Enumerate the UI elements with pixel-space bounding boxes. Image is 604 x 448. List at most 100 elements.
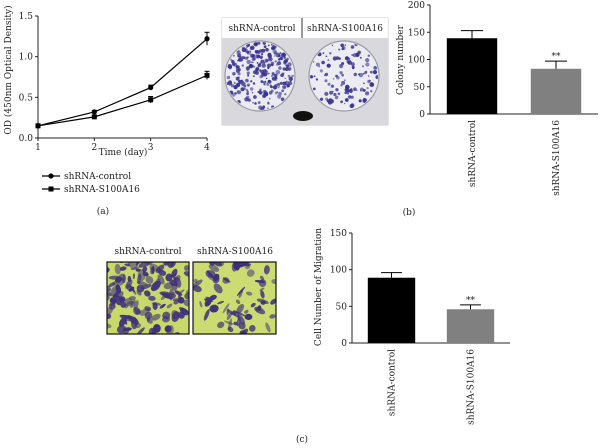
- y-axis-label-c: Cell Number of Migration: [314, 228, 324, 346]
- colony-spot: [344, 98, 349, 102]
- line-chart-marks: [35, 31, 210, 129]
- migrated-cell: [208, 264, 220, 272]
- colony-spot: [344, 91, 348, 95]
- colony-spot: [246, 92, 249, 96]
- series-line-s100a16: [37, 74, 208, 127]
- significance-annotation: **: [552, 52, 562, 62]
- colonies-s100a16: [310, 42, 378, 109]
- x-tick-label: shRNA-control: [388, 349, 398, 416]
- colony-spot: [265, 77, 268, 80]
- colony-spot: [321, 60, 325, 65]
- colony-spot: [278, 91, 282, 96]
- colony-spot: [281, 89, 285, 92]
- colony-spot: [331, 44, 334, 47]
- significance-annotation: **: [466, 296, 476, 306]
- colony-spot: [253, 95, 257, 99]
- colony-spot: [319, 69, 323, 73]
- colony-spot: [255, 67, 259, 72]
- x-tick-label: 2: [91, 143, 97, 153]
- colony-spot: [266, 63, 272, 68]
- colony-spot: [346, 91, 350, 95]
- migrated-cell: [112, 293, 119, 298]
- migrated-cell: [95, 294, 106, 305]
- colony-spot: [284, 77, 286, 80]
- colony-spot: [271, 74, 274, 78]
- colony-spot: [324, 72, 329, 77]
- y-tick-label: 100: [330, 266, 347, 276]
- bar-control: [367, 277, 416, 343]
- migrated-cell: [184, 265, 189, 271]
- colony-spot: [366, 87, 369, 90]
- migration-cells-control: [95, 262, 189, 346]
- y-tick-label: 0: [419, 110, 425, 120]
- colony-spot: [261, 63, 266, 68]
- colony-spot: [258, 91, 263, 95]
- migrated-cell: [157, 274, 165, 285]
- colony-spot: [229, 58, 233, 61]
- colony-spot: [252, 75, 255, 77]
- colony-spot: [275, 70, 281, 75]
- colony-spot: [335, 88, 339, 92]
- photo-label-s100a16-c: shRNA-S100A16: [197, 247, 273, 257]
- legend-item-s100a16: shRNA-S100A16: [42, 185, 140, 195]
- migration-photos: shRNA-control shRNA-S100A16: [95, 247, 277, 346]
- colony-spot: [277, 94, 282, 99]
- colony-spot: [271, 72, 275, 76]
- y-tick-label: 200: [408, 1, 425, 11]
- colony-spot: [340, 100, 343, 104]
- migrated-cell: [193, 279, 203, 288]
- colony-spot: [264, 69, 267, 72]
- colony-spot: [283, 59, 288, 64]
- migrated-cell: [239, 330, 249, 334]
- migrated-cell: [125, 300, 135, 307]
- migrated-cell: [236, 286, 246, 296]
- colony-spot: [351, 54, 353, 56]
- colony-spot: [281, 52, 286, 58]
- photo-label-control-c: shRNA-control: [114, 247, 181, 257]
- migrated-cell: [144, 306, 152, 312]
- migrated-cell: [138, 262, 151, 268]
- colony-spot: [237, 90, 241, 95]
- migrated-cell: [123, 327, 132, 331]
- y-tick-label: 50: [414, 83, 426, 93]
- migrated-cell: [249, 325, 256, 332]
- migrated-cell: [119, 266, 127, 271]
- colony-spot: [278, 58, 281, 61]
- colony-spot: [287, 74, 291, 78]
- colony-spot: [282, 72, 285, 75]
- colony-spot: [287, 67, 292, 71]
- colony-spot: [347, 60, 352, 65]
- colony-spot: [367, 79, 371, 84]
- dish-label-mark: [293, 111, 313, 121]
- photo-label-control-b: shRNA-control: [228, 24, 295, 34]
- migrated-cell: [269, 314, 276, 319]
- migrated-cell: [179, 289, 185, 294]
- migrated-cell: [260, 290, 265, 299]
- y-tick-label: 0.5: [19, 93, 34, 103]
- colony-spot: [253, 57, 256, 61]
- migrated-cell: [126, 284, 133, 292]
- migrated-cell: [144, 290, 151, 297]
- colony-spot: [242, 81, 245, 83]
- colony-spot: [237, 57, 242, 62]
- colony-spot: [274, 79, 277, 82]
- migrated-cell: [166, 303, 173, 309]
- colony-spot: [335, 56, 340, 60]
- migrated-cell: [133, 341, 139, 346]
- x-tick-label: 4: [204, 143, 210, 153]
- colony-spot: [237, 72, 241, 76]
- migrated-cell: [121, 274, 126, 284]
- colony-spot: [240, 87, 245, 92]
- bar-chart-c: 0 50 100 150 shRNA-control shRNA-S100A16 ** Ce…: [296, 228, 510, 445]
- colony-spot: [241, 47, 247, 52]
- colony-spot: [347, 95, 352, 99]
- y-axis-label: OD (450nm Optical Density): [3, 5, 14, 134]
- colony-spot: [365, 58, 370, 63]
- colony-spot: [252, 61, 254, 64]
- colony-spot: [363, 82, 365, 85]
- colony-spot: [288, 76, 293, 82]
- colony-spot: [267, 107, 269, 110]
- photo-label-s100a16-b: shRNA-S100A16: [307, 24, 383, 34]
- colony-spot: [277, 86, 280, 89]
- colony-spot: [259, 88, 262, 92]
